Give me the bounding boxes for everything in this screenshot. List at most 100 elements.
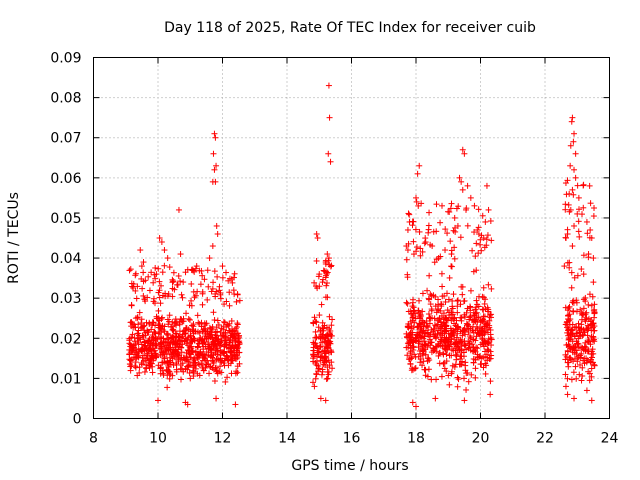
data-point — [325, 349, 332, 356]
data-point — [455, 376, 462, 383]
data-point — [316, 365, 323, 372]
data-point — [177, 251, 184, 258]
data-point — [470, 355, 477, 362]
data-point — [143, 364, 150, 371]
data-point — [572, 174, 579, 181]
data-point — [591, 361, 598, 368]
data-point — [581, 316, 588, 323]
data-point — [480, 284, 487, 291]
data-point — [139, 285, 146, 292]
data-point — [566, 303, 573, 310]
x-tick-label: 16 — [343, 431, 361, 447]
data-point — [566, 259, 573, 266]
data-point — [206, 344, 213, 351]
data-point — [173, 340, 180, 347]
data-point — [203, 361, 210, 368]
data-point — [484, 232, 491, 239]
data-point — [482, 370, 489, 377]
data-point — [224, 374, 231, 381]
data-point — [157, 352, 164, 359]
data-point — [324, 375, 331, 382]
data-point — [433, 228, 440, 235]
data-point — [426, 209, 433, 216]
data-point — [454, 303, 461, 310]
data-point — [155, 265, 162, 272]
data-point — [149, 369, 156, 376]
data-point — [150, 279, 157, 286]
data-point — [413, 403, 419, 410]
data-point — [127, 266, 134, 273]
data-point — [410, 312, 417, 319]
data-point — [433, 201, 440, 208]
data-point — [326, 326, 333, 333]
data-points — [126, 82, 598, 410]
data-point — [406, 211, 413, 218]
data-point — [162, 347, 169, 354]
data-point — [426, 320, 433, 327]
data-point — [447, 325, 454, 332]
data-point — [409, 399, 416, 406]
data-point — [208, 288, 215, 295]
data-point — [184, 336, 191, 343]
data-point — [211, 378, 218, 385]
data-point — [312, 359, 319, 366]
data-point — [584, 332, 591, 339]
data-point — [212, 293, 219, 300]
data-point — [157, 282, 164, 289]
data-point — [128, 280, 135, 287]
data-point — [323, 282, 330, 289]
data-point — [223, 269, 230, 276]
data-point — [151, 347, 158, 354]
data-point — [471, 316, 478, 323]
data-point — [178, 349, 185, 356]
data-point — [465, 323, 472, 330]
data-point — [411, 365, 418, 372]
data-point — [314, 235, 321, 241]
data-point — [139, 354, 146, 361]
data-point — [187, 375, 194, 382]
data-point — [424, 373, 431, 380]
data-point — [578, 377, 585, 384]
data-point — [201, 276, 208, 283]
data-point — [175, 206, 182, 213]
data-point — [589, 293, 596, 300]
data-point — [480, 364, 487, 371]
data-point — [580, 271, 587, 278]
data-point — [564, 347, 571, 354]
data-point — [218, 369, 225, 376]
data-point — [137, 347, 144, 354]
data-point — [437, 219, 444, 226]
data-point — [588, 356, 595, 363]
data-point — [439, 202, 446, 209]
data-point — [196, 267, 203, 274]
data-point — [467, 287, 474, 294]
data-point — [470, 268, 477, 275]
data-point — [319, 339, 326, 346]
data-point — [163, 366, 170, 373]
data-point — [444, 230, 451, 237]
data-point — [419, 308, 426, 315]
data-point — [152, 264, 159, 271]
data-point — [165, 291, 172, 298]
data-point — [445, 296, 452, 303]
data-point — [480, 235, 487, 241]
data-point — [591, 301, 598, 308]
data-point — [454, 297, 461, 304]
data-point — [570, 299, 577, 306]
data-point — [186, 316, 193, 323]
data-point — [473, 297, 480, 304]
data-point — [322, 259, 329, 266]
data-point — [179, 360, 186, 367]
data-point — [183, 356, 190, 363]
data-point — [585, 368, 592, 375]
data-point — [230, 274, 237, 281]
data-point — [183, 340, 190, 347]
data-point — [466, 314, 473, 321]
data-point — [150, 357, 157, 364]
data-point — [477, 361, 484, 368]
data-point — [218, 325, 225, 332]
data-point — [199, 290, 206, 297]
data-point — [449, 362, 456, 369]
data-point — [312, 318, 319, 325]
data-point — [220, 318, 227, 325]
